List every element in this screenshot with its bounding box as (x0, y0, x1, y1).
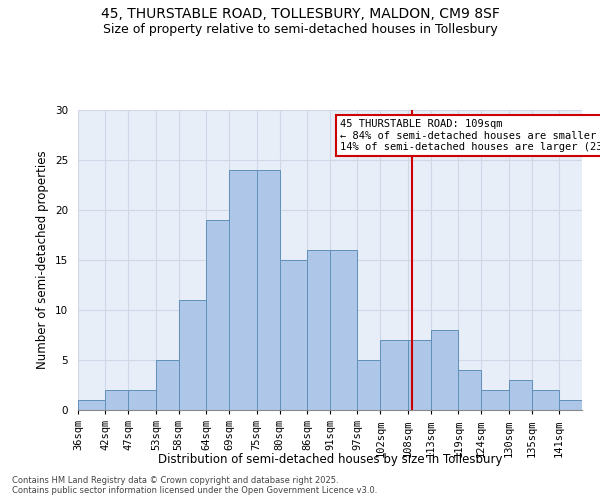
Bar (128, 390, 156, 410)
Bar (330, 250, 358, 410)
Bar (408, 340, 431, 410)
Text: 45, THURSTABLE ROAD, TOLLESBURY, MALDON, CM9 8SF: 45, THURSTABLE ROAD, TOLLESBURY, MALDON,… (101, 8, 499, 22)
Bar (179, 300, 206, 410)
Bar (358, 360, 380, 410)
Bar (509, 380, 532, 410)
Bar (458, 370, 481, 410)
Text: Size of property relative to semi-detached houses in Tollesbury: Size of property relative to semi-detach… (103, 22, 497, 36)
Bar (380, 340, 408, 410)
Bar (257, 170, 280, 410)
Bar (78, 400, 106, 410)
Text: 45 THURSTABLE ROAD: 109sqm
← 84% of semi-detached houses are smaller (141)
14% o: 45 THURSTABLE ROAD: 109sqm ← 84% of semi… (340, 119, 600, 152)
Bar (431, 330, 458, 410)
Bar (106, 390, 128, 410)
Bar (229, 170, 257, 410)
Bar (559, 400, 582, 410)
Bar (280, 260, 307, 410)
Bar (481, 390, 509, 410)
Bar (206, 220, 229, 410)
Bar (532, 390, 559, 410)
Bar (307, 250, 330, 410)
Text: Contains HM Land Registry data © Crown copyright and database right 2025.
Contai: Contains HM Land Registry data © Crown c… (12, 476, 377, 495)
Y-axis label: Number of semi-detached properties: Number of semi-detached properties (37, 150, 49, 370)
Bar (156, 360, 179, 410)
Text: Distribution of semi-detached houses by size in Tollesbury: Distribution of semi-detached houses by … (158, 452, 502, 466)
